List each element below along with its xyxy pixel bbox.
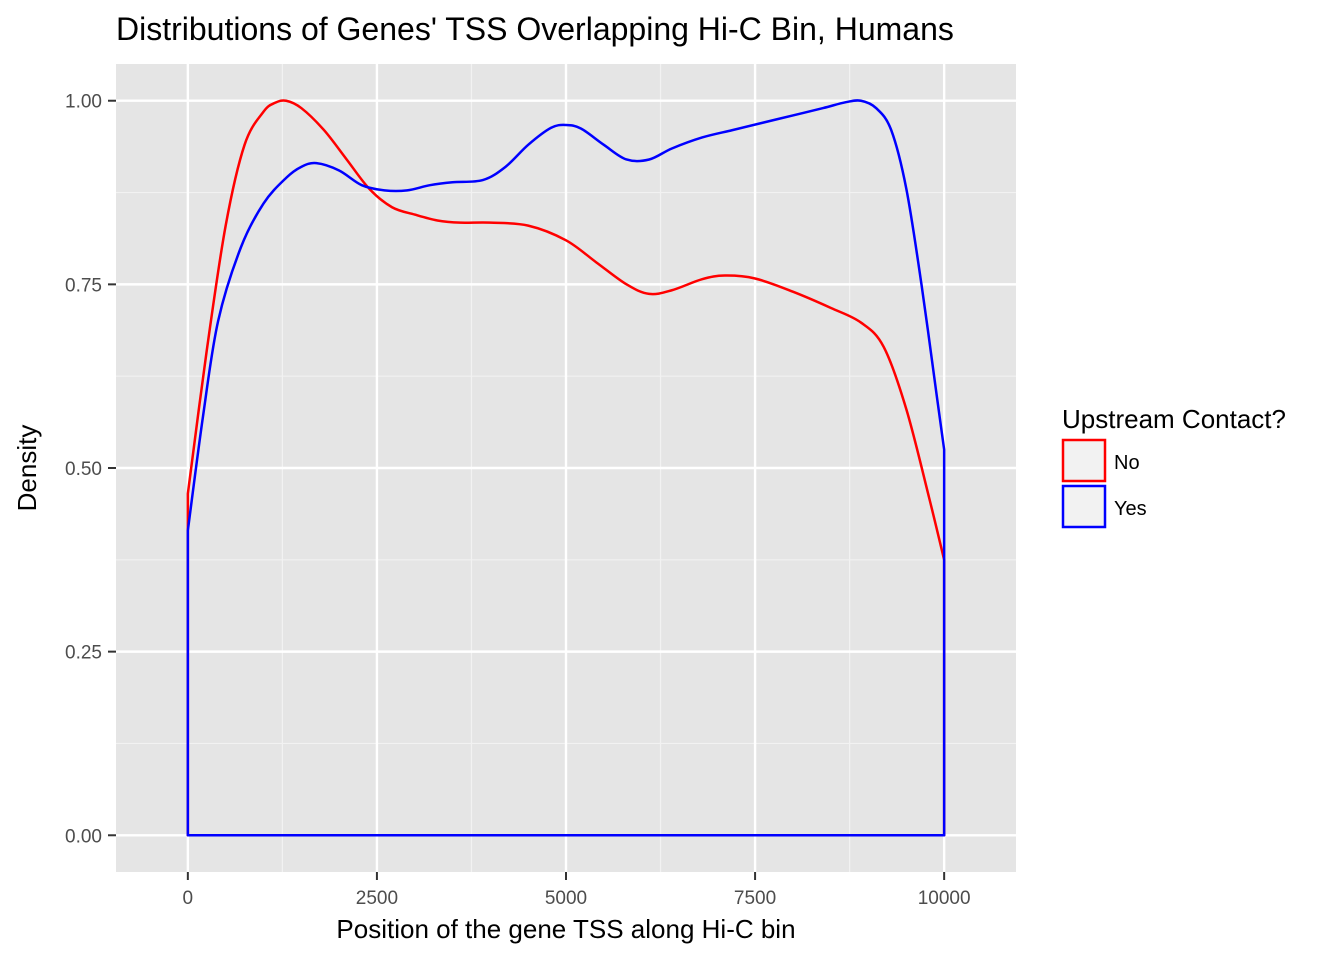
y-axis-title: Density: [12, 425, 42, 512]
density-curve-no: [186, 99, 946, 837]
legend: Upstream Contact? No Yes: [1061, 404, 1286, 529]
x-tick-label: 7500: [734, 888, 776, 909]
density-curve-yes: [186, 99, 946, 837]
chart-title: Distributions of Genes' TSS Overlapping …: [116, 11, 954, 47]
y-axis: 0.00 0.25 0.50 0.75 1.00: [65, 92, 116, 847]
series-layer: [186, 99, 946, 837]
x-tick-label: 2500: [356, 888, 398, 909]
legend-key-yes: [1061, 484, 1107, 529]
y-tick-label: 0.50: [65, 459, 102, 480]
legend-label-no: No: [1114, 452, 1140, 474]
x-axis-title: Position of the gene TSS along Hi-C bin: [336, 914, 795, 944]
y-tick-label: 0.75: [65, 275, 102, 296]
y-tick-label: 1.00: [65, 92, 102, 113]
legend-label-yes: Yes: [1114, 498, 1147, 520]
x-tick-label: 10000: [918, 888, 971, 909]
y-tick-label: 0.25: [65, 643, 102, 664]
x-tick-label: 5000: [545, 888, 587, 909]
y-tick-label: 0.00: [65, 826, 102, 847]
x-tick-label: 0: [183, 888, 194, 909]
x-axis: 0 2500 5000 7500 10000: [183, 872, 971, 909]
legend-title: Upstream Contact?: [1062, 404, 1286, 434]
legend-items: No Yes: [1061, 438, 1147, 529]
legend-key-no: [1061, 438, 1107, 483]
